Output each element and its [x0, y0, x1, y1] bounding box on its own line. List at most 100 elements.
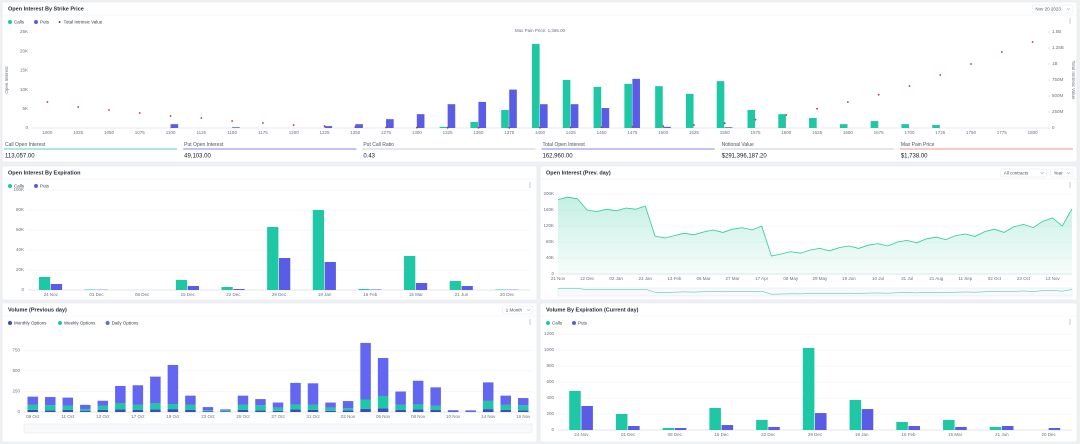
bar-segment[interactable] [62, 409, 74, 412]
bar[interactable] [439, 126, 448, 128]
bar-segment[interactable] [255, 410, 266, 412]
bar-segment[interactable] [412, 409, 424, 412]
bar[interactable] [232, 127, 240, 128]
bar[interactable] [943, 420, 955, 430]
bar-segment[interactable] [412, 380, 424, 405]
bar-segment[interactable] [237, 409, 249, 412]
bar[interactable] [461, 286, 473, 290]
bar-segment[interactable] [272, 410, 284, 412]
bar[interactable] [404, 256, 416, 290]
bar-segment[interactable] [150, 376, 161, 404]
bar-segment[interactable] [307, 409, 319, 412]
intrinsic-dot[interactable] [354, 126, 357, 128]
bar[interactable] [802, 348, 815, 430]
bar-segment[interactable] [342, 410, 354, 412]
bar-segment[interactable] [80, 408, 91, 412]
bar[interactable] [908, 426, 920, 430]
bar-segment[interactable] [150, 403, 161, 410]
intrinsic-dot[interactable] [970, 63, 972, 65]
bar[interactable] [1048, 428, 1061, 430]
bar[interactable] [849, 400, 862, 430]
bar[interactable] [685, 93, 694, 128]
bar[interactable] [470, 121, 479, 128]
bar-segment[interactable] [45, 397, 56, 406]
bar-segment[interactable] [80, 411, 91, 412]
intrinsic-dot[interactable] [323, 125, 326, 127]
bar-segment[interactable] [465, 411, 476, 412]
bar-segment[interactable] [395, 409, 406, 412]
bar-segment[interactable] [430, 405, 441, 410]
bar[interactable] [601, 108, 610, 128]
bar[interactable] [1001, 426, 1014, 430]
bar[interactable] [809, 118, 817, 128]
legend-swatch[interactable] [572, 321, 576, 325]
legend-swatch[interactable] [34, 184, 38, 188]
bar-segment[interactable] [447, 411, 459, 412]
bar-segment[interactable] [412, 404, 424, 410]
bar[interactable] [312, 210, 325, 290]
intrinsic-dot[interactable] [939, 74, 942, 76]
bar[interactable] [267, 227, 279, 290]
intrinsic-dot[interactable] [631, 125, 634, 128]
bar-segment[interactable] [27, 409, 39, 412]
bar-segment[interactable] [325, 410, 336, 412]
legend-label[interactable]: Calls [14, 19, 25, 24]
bar[interactable] [187, 286, 199, 290]
bar-segment[interactable] [97, 405, 109, 410]
bar[interactable] [861, 409, 874, 430]
bar[interactable] [662, 428, 675, 430]
bar-segment[interactable] [290, 409, 301, 412]
bar[interactable] [756, 420, 768, 430]
bar-segment[interactable] [395, 404, 406, 410]
bar-segment[interactable] [500, 395, 511, 405]
intrinsic-dot[interactable] [415, 126, 418, 129]
bar[interactable] [955, 426, 967, 430]
bar[interactable] [50, 284, 63, 290]
intrinsic-dot[interactable] [600, 126, 603, 129]
bar-segment[interactable] [220, 409, 231, 411]
legend-label[interactable]: Total Intrinsic Value [64, 19, 103, 24]
bar[interactable] [449, 281, 461, 290]
bar[interactable] [416, 114, 425, 128]
intrinsic-dot[interactable] [662, 125, 665, 127]
bar-segment[interactable] [167, 364, 179, 405]
bar[interactable] [570, 104, 579, 128]
bar-segment[interactable] [325, 402, 336, 408]
bar-segment[interactable] [517, 398, 529, 406]
bar[interactable] [501, 109, 509, 128]
bar-segment[interactable] [167, 404, 179, 410]
bar-segment[interactable] [202, 407, 214, 411]
bar[interactable] [324, 126, 333, 128]
bar[interactable] [531, 43, 540, 128]
bar-segment[interactable] [237, 395, 249, 405]
bar[interactable] [370, 289, 382, 291]
bar[interactable] [221, 287, 233, 290]
bar[interactable] [175, 280, 188, 290]
bar[interactable] [624, 83, 632, 128]
intrinsic-dot[interactable] [816, 107, 818, 110]
legend-label[interactable]: Puts [40, 19, 50, 24]
intrinsic-dot[interactable] [508, 126, 511, 129]
bar[interactable] [815, 413, 827, 430]
bar-segment[interactable] [45, 410, 56, 412]
bar-segment[interactable] [185, 404, 196, 410]
bar[interactable] [663, 126, 671, 128]
bar-segment[interactable] [115, 409, 126, 412]
bar[interactable] [386, 119, 394, 128]
legend-label[interactable]: Weekly Options [64, 320, 96, 325]
bar-segment[interactable] [237, 404, 249, 410]
bar[interactable] [632, 78, 640, 128]
intrinsic-dot[interactable] [1031, 41, 1034, 43]
bar[interactable] [896, 422, 908, 430]
bar[interactable] [324, 262, 336, 290]
bar-segment[interactable] [255, 399, 266, 406]
bar-segment[interactable] [185, 409, 196, 412]
legend-label[interactable]: Monthly Options [14, 320, 47, 325]
bar-segment[interactable] [150, 409, 161, 412]
bar-segment[interactable] [500, 409, 511, 412]
bar-segment[interactable] [62, 405, 74, 410]
bar[interactable] [716, 81, 725, 128]
bar-segment[interactable] [220, 410, 231, 412]
bar[interactable] [655, 86, 663, 128]
bar[interactable] [447, 104, 456, 128]
